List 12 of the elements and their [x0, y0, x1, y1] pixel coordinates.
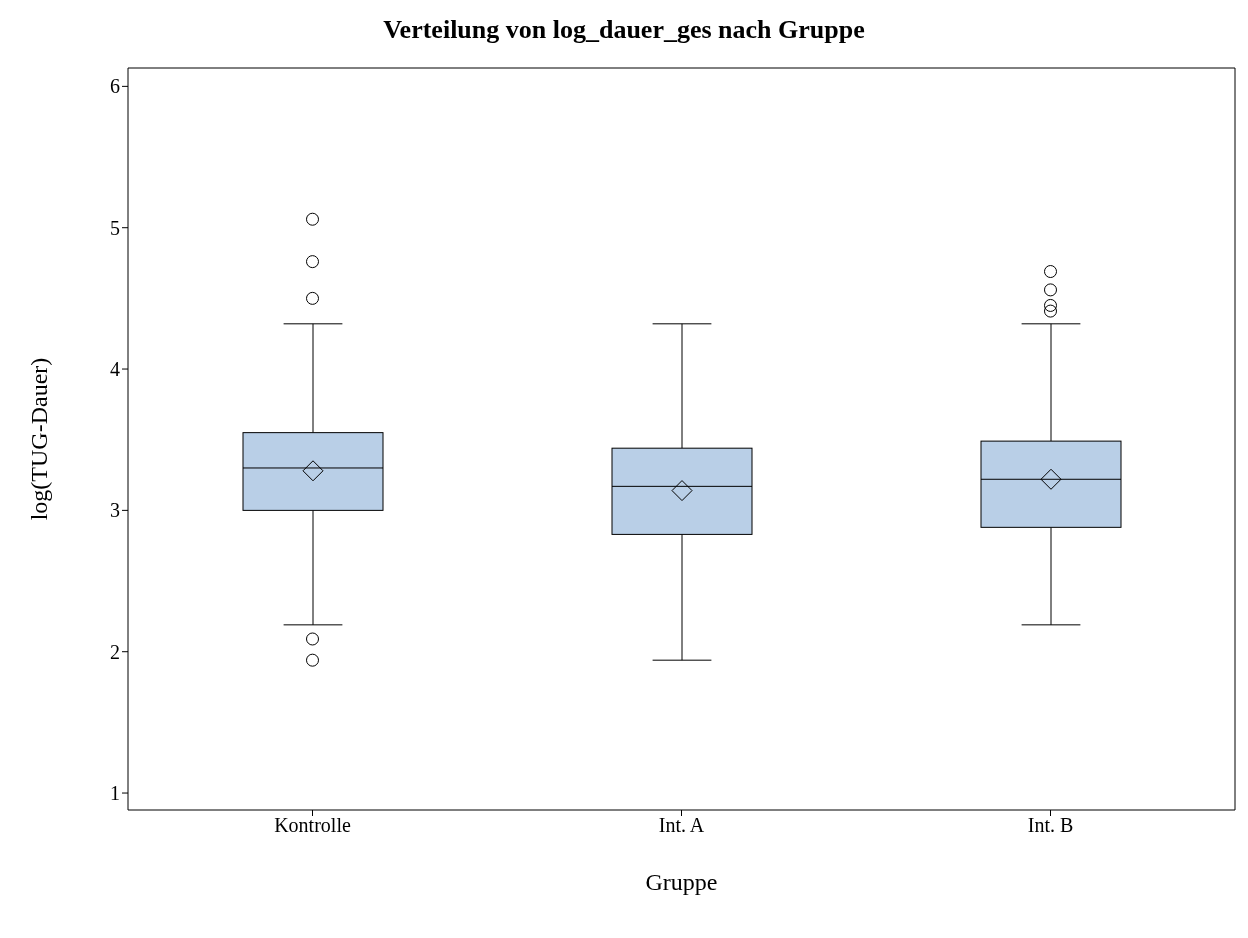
x-axis-title: Gruppe — [645, 869, 718, 895]
x-tick-label: Int. B — [1027, 814, 1074, 837]
y-tick-label: 5 — [110, 216, 120, 239]
y-tick-label: 6 — [110, 75, 120, 98]
y-tick-label: 1 — [110, 782, 120, 805]
y-tick-label: 3 — [110, 499, 120, 522]
y-axis-title: log(TUG-Dauer) — [25, 357, 52, 521]
x-tick-label: Int. A — [658, 814, 705, 837]
y-tick-label: 2 — [110, 640, 120, 663]
x-tick-label: Kontrolle — [274, 814, 351, 837]
y-tick-label: 4 — [110, 358, 120, 381]
chart-title: Verteilung von log_dauer_ges nach Gruppe — [382, 14, 866, 46]
